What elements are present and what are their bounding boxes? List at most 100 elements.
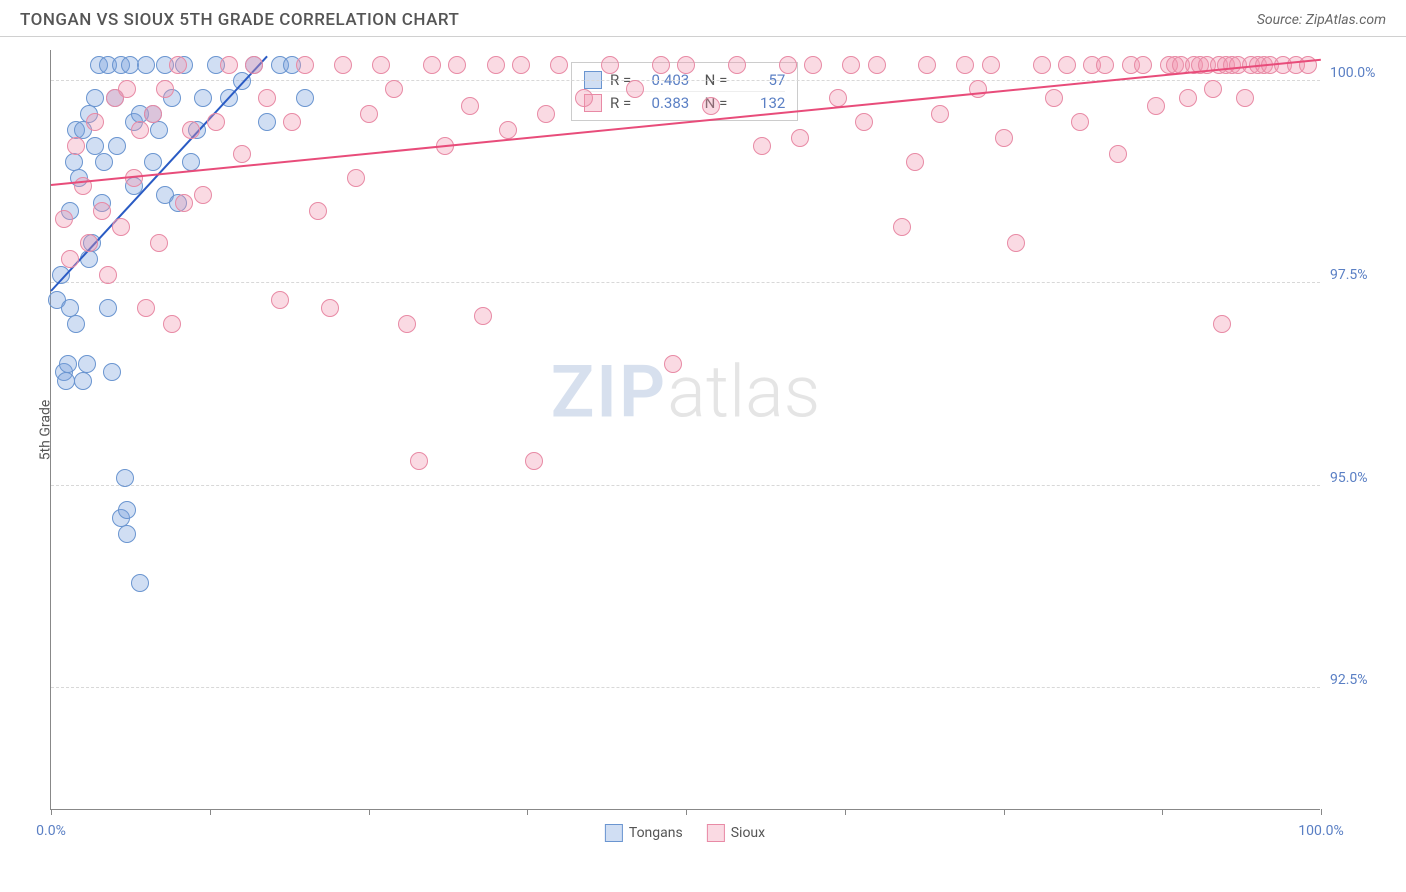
data-point <box>175 194 193 212</box>
data-point <box>398 315 416 333</box>
watermark: ZIPatlas <box>551 349 821 434</box>
data-point <box>791 129 809 147</box>
data-point <box>182 121 200 139</box>
data-point <box>1213 315 1231 333</box>
data-point <box>309 202 327 220</box>
data-point <box>99 266 117 284</box>
gridline <box>51 282 1320 283</box>
data-point <box>86 89 104 107</box>
data-point <box>271 291 289 309</box>
data-point <box>512 56 530 74</box>
data-point <box>626 80 644 98</box>
data-point <box>61 250 79 268</box>
data-point <box>59 355 77 373</box>
plot-region: ZIPatlas R = 0.403 N = 57 R = 0.383 N = … <box>50 50 1320 810</box>
ytick-label: 92.5% <box>1330 672 1395 688</box>
data-point <box>728 56 746 74</box>
xtick <box>845 809 846 815</box>
data-point <box>360 105 378 123</box>
data-point <box>347 169 365 187</box>
legend-swatch-sioux <box>707 824 725 842</box>
data-point <box>525 452 543 470</box>
data-point <box>995 129 1013 147</box>
data-point <box>296 56 314 74</box>
data-point <box>233 145 251 163</box>
data-point <box>550 56 568 74</box>
data-point <box>1179 89 1197 107</box>
ytick-label: 100.0% <box>1330 65 1395 81</box>
data-point <box>931 105 949 123</box>
data-point <box>80 250 98 268</box>
chart-header: TONGAN VS SIOUX 5TH GRADE CORRELATION CH… <box>0 0 1406 37</box>
legend-label-tongans: Tongans <box>629 825 683 841</box>
data-point <box>372 56 390 74</box>
data-point <box>956 56 974 74</box>
data-point <box>842 56 860 74</box>
data-point <box>804 56 822 74</box>
data-point <box>487 56 505 74</box>
data-point <box>1045 89 1063 107</box>
data-point <box>410 452 428 470</box>
data-point <box>93 202 111 220</box>
data-point <box>474 307 492 325</box>
data-point <box>982 56 1000 74</box>
legend-item-tongans: Tongans <box>605 824 683 842</box>
data-point <box>103 363 121 381</box>
data-point <box>137 56 155 74</box>
data-point <box>118 501 136 519</box>
data-point <box>1134 56 1152 74</box>
watermark-atlas: atlas <box>667 349 820 434</box>
data-point <box>74 372 92 390</box>
legend: Tongans Sioux <box>605 824 765 842</box>
data-point <box>385 80 403 98</box>
ytick-label: 97.5% <box>1330 267 1395 283</box>
data-point <box>1236 89 1254 107</box>
legend-swatch-tongans <box>605 824 623 842</box>
data-point <box>163 315 181 333</box>
data-point <box>194 186 212 204</box>
data-point <box>702 97 720 115</box>
data-point <box>194 89 212 107</box>
data-point <box>131 121 149 139</box>
xtick <box>51 809 52 815</box>
data-point <box>499 121 517 139</box>
chart-area: 5th Grade ZIPatlas R = 0.403 N = 57 R = … <box>50 50 1320 810</box>
data-point <box>95 153 113 171</box>
data-point <box>220 56 238 74</box>
data-point <box>169 56 187 74</box>
data-point <box>918 56 936 74</box>
source-attribution: Source: ZipAtlas.com <box>1257 12 1386 28</box>
data-point <box>664 355 682 373</box>
data-point <box>150 234 168 252</box>
data-point <box>601 56 619 74</box>
data-point <box>80 234 98 252</box>
data-point <box>868 56 886 74</box>
data-point <box>207 113 225 131</box>
stats-row-sioux: R = 0.383 N = 132 <box>584 91 785 114</box>
watermark-zip: ZIP <box>551 349 667 434</box>
xtick <box>1004 809 1005 815</box>
data-point <box>156 80 174 98</box>
r-label: R = <box>610 94 631 112</box>
r-value-sioux: 0.383 <box>639 94 689 112</box>
data-point <box>1058 56 1076 74</box>
data-point <box>677 56 695 74</box>
data-point <box>258 89 276 107</box>
data-point <box>893 218 911 236</box>
data-point <box>855 113 873 131</box>
data-point <box>779 56 797 74</box>
data-point <box>575 89 593 107</box>
data-point <box>448 56 466 74</box>
data-point <box>137 299 155 317</box>
legend-label-sioux: Sioux <box>731 825 765 841</box>
data-point <box>118 525 136 543</box>
data-point <box>112 218 130 236</box>
data-point <box>906 153 924 171</box>
data-point <box>108 137 126 155</box>
n-value-sioux: 132 <box>735 94 785 112</box>
data-point <box>1007 234 1025 252</box>
data-point <box>86 113 104 131</box>
data-point <box>1096 56 1114 74</box>
data-point <box>78 355 96 373</box>
data-point <box>334 56 352 74</box>
